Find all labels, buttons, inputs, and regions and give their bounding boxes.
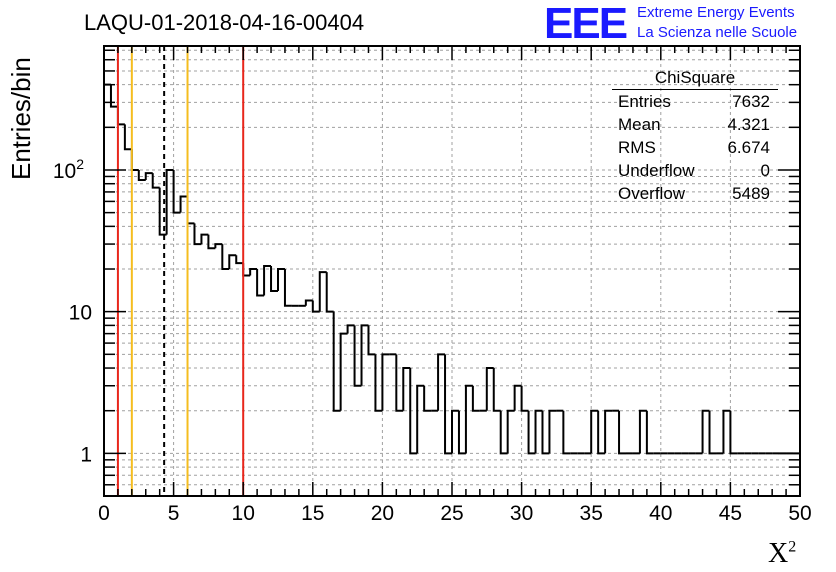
histogram-bin [186, 196, 195, 225]
y-tick-label: 102 [53, 156, 84, 183]
x-tick-label: 40 [649, 502, 672, 525]
histogram-bin [471, 385, 480, 412]
stats-row-mean: Mean 4.321 [618, 115, 770, 134]
logo-line-1: Extreme Energy Events [637, 4, 795, 21]
y-tick-label: 10 [69, 302, 92, 325]
histogram-bin [548, 409, 557, 454]
stats-title: ChiSquare [612, 68, 778, 90]
histogram-bin [144, 172, 153, 180]
histogram-bin [165, 168, 174, 235]
histogram-bin [200, 233, 209, 245]
x-tick-label: 15 [301, 502, 324, 525]
histogram-bin [618, 410, 626, 455]
histogram-bin [151, 173, 160, 189]
histogram-bin [520, 385, 529, 412]
histogram-bin [179, 195, 188, 213]
histogram-bin [701, 409, 710, 454]
histogram-bin [130, 149, 139, 171]
stats-row-rms: RMS 6.674 [618, 138, 770, 157]
histogram-bin [381, 353, 390, 411]
histogram-bin [103, 83, 111, 496]
histogram-bin [207, 234, 216, 250]
histogram-bin [123, 124, 132, 151]
histogram-bin [339, 332, 348, 411]
histogram-bin [137, 169, 146, 181]
histogram-bin [729, 410, 738, 455]
histogram-bin [360, 324, 369, 386]
histogram-bin [367, 325, 376, 356]
histogram-bin [116, 106, 125, 126]
y-tick-label: 1 [80, 443, 92, 466]
histogram-bin [492, 368, 501, 412]
x-tick-label: 20 [371, 502, 394, 525]
histogram-bin [409, 368, 418, 455]
histogram-bin [325, 272, 334, 313]
histogram-bin [395, 354, 404, 412]
histogram-bin [353, 325, 362, 387]
histogram-bin [304, 299, 313, 306]
histogram-bin [708, 410, 717, 455]
histogram-bin [513, 384, 522, 411]
logo-line-2: La Scienza nelle Scuole [637, 24, 798, 41]
stats-row-overflow: Overflow 5489 [618, 184, 770, 203]
histogram-bin [464, 384, 473, 454]
histogram-bin [270, 266, 278, 292]
plot-title: LAQU-01-2018-04-16-00404 [84, 10, 365, 35]
y-axis-label: Entries/bin [6, 57, 36, 180]
histogram-bin [332, 311, 341, 412]
histogram-bin [172, 169, 181, 214]
histogram-bin [235, 255, 244, 265]
histogram-bin [311, 300, 320, 313]
x-tick-label: 35 [580, 502, 603, 525]
histogram-bin [109, 84, 118, 108]
histogram-bin [374, 354, 383, 412]
histogram-bin [402, 367, 411, 411]
histogram-bin [437, 353, 446, 411]
histogram-bin [722, 409, 731, 454]
histogram-bin [499, 410, 508, 455]
histogram-bin [590, 409, 599, 454]
x-tick-label: 45 [719, 502, 742, 525]
histogram-bin [604, 409, 613, 454]
histogram-bin [193, 223, 202, 246]
histogram-bin [277, 268, 285, 291]
stats-row-underflow: Underflow 0 [618, 161, 770, 180]
stats-row-entries: Entries 7632 [618, 92, 770, 111]
histogram-bin [597, 410, 606, 455]
histogram-bin [485, 367, 494, 411]
histogram-bin [645, 410, 654, 455]
histogram-bin [249, 268, 258, 276]
stats-box: ChiSquare Entries 7632 Mean 4.321 RMS 6.674… [612, 68, 778, 205]
histogram-bin [423, 385, 432, 412]
histogram-bin [534, 409, 543, 454]
histogram-bin [263, 265, 272, 296]
histogram-bin [346, 324, 355, 334]
histogram-bin [256, 269, 265, 297]
histogram-bin [562, 410, 571, 455]
histogram-bin [457, 410, 466, 455]
histogram-bin [158, 187, 167, 236]
histogram-bin [214, 243, 223, 249]
histogram-bin [416, 384, 425, 454]
eee-logo: EEE [544, 0, 628, 48]
histogram-bin [283, 269, 292, 307]
histogram-bin [221, 244, 230, 271]
histogram-bin [451, 409, 459, 454]
histogram-bin [506, 409, 515, 454]
histogram-bin [541, 410, 550, 455]
x-tick-label: 0 [98, 502, 110, 525]
x-tick-label: 50 [788, 502, 811, 525]
histogram-bin [638, 409, 647, 454]
x-tick-label: 5 [168, 502, 180, 525]
x-tick-label: 30 [510, 502, 533, 525]
x-axis-label: X2 [768, 538, 797, 569]
x-tick-label: 10 [232, 502, 255, 525]
histogram-bin [318, 271, 327, 312]
x-tick-label: 25 [440, 502, 463, 525]
histogram-bin [527, 410, 536, 455]
histogram-bin [228, 254, 237, 270]
histogram-bin [444, 354, 452, 455]
